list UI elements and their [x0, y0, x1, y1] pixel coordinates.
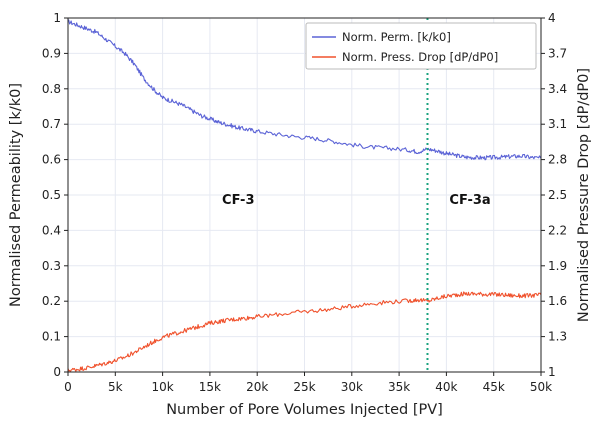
annotation-cf-3: CF-3	[222, 193, 254, 208]
right-y-tick-label-3-1: 3.1	[548, 117, 567, 131]
left-y-tick-label-0-1: 0.1	[42, 330, 61, 344]
series-lines	[67, 19, 542, 373]
series-line-norm-press-drop-dp-dp0	[67, 291, 542, 373]
x-tick-label-20k: 20k	[246, 380, 268, 394]
x-axis-ticks: 0 5k 10k 15k 20k 25k 30k 35k 40k 45k 50k	[64, 372, 552, 394]
left-y-tick-label-0: 0	[53, 365, 61, 379]
x-tick-label-25k: 25k	[293, 380, 315, 394]
left-y-axis-ticks: 0 0.1 0.2 0.3 0.4 0.5 0.6 0.7 0.8 0.9 1	[42, 11, 68, 379]
x-tick-label-15k: 15k	[199, 380, 221, 394]
x-tick-label-50k: 50k	[530, 380, 552, 394]
left-y-tick-label-0-2: 0.2	[42, 294, 61, 308]
right-y-tick-label-1-3: 1.3	[548, 330, 567, 344]
right-y-tick-label-2-8: 2.8	[548, 153, 567, 167]
x-tick-label-10k: 10k	[151, 380, 173, 394]
x-tick-label-0: 0	[64, 380, 72, 394]
right-y-tick-label-1: 1	[548, 365, 556, 379]
legend-box	[305, 22, 537, 70]
legend-label-pressure-drop: Norm. Press. Drop [dP/dP0]	[342, 50, 498, 64]
left-y-tick-label-0-7: 0.7	[42, 117, 61, 131]
left-y-tick-label-0-8: 0.8	[42, 82, 61, 96]
x-tick-label-40k: 40k	[435, 380, 457, 394]
left-y-tick-label-0-4: 0.4	[42, 223, 61, 237]
legend: Norm. Perm. [k/k0] Norm. Press. Drop [dP…	[305, 22, 537, 70]
left-y-axis-label: Normalised Permeability [k/k0]	[8, 83, 24, 307]
x-tick-label-30k: 30k	[341, 380, 363, 394]
right-y-tick-label-2-5: 2.5	[548, 188, 567, 202]
right-y-tick-label-3-7: 3.7	[548, 46, 567, 60]
left-y-tick-label-1: 1	[53, 11, 61, 25]
legend-label-permeability: Norm. Perm. [k/k0]	[342, 30, 451, 44]
annotation-cf-3a: CF-3a	[449, 193, 490, 208]
x-tick-label-5k: 5k	[108, 380, 123, 394]
left-y-tick-label-0-6: 0.6	[42, 153, 61, 167]
plot-frame	[67, 17, 542, 373]
right-y-axis-ticks: 1 1.3 1.6 1.9 2.2 2.5 2.8 3.1 3.4 3.7 4	[541, 11, 567, 379]
series-line-norm-perm-k-k0	[67, 19, 542, 161]
x-axis-label: Number of Pore Volumes Injected [PV]	[166, 402, 443, 418]
left-y-tick-label-0-9: 0.9	[42, 46, 61, 60]
left-y-tick-label-0-3: 0.3	[42, 259, 61, 273]
right-y-tick-label-4: 4	[548, 11, 556, 25]
x-tick-label-45k: 45k	[483, 380, 505, 394]
right-y-tick-label-3-4: 3.4	[548, 82, 567, 96]
right-y-axis-label: Normalised Pressure Drop [dP/dP0]	[576, 68, 592, 322]
right-y-tick-label-1-6: 1.6	[548, 294, 567, 308]
annotations: CF-3 CF-3a	[222, 193, 491, 208]
x-tick-label-35k: 35k	[388, 380, 410, 394]
left-y-tick-label-0-5: 0.5	[42, 188, 61, 202]
right-y-tick-label-2-2: 2.2	[548, 223, 567, 237]
right-y-tick-label-1-9: 1.9	[548, 259, 567, 273]
